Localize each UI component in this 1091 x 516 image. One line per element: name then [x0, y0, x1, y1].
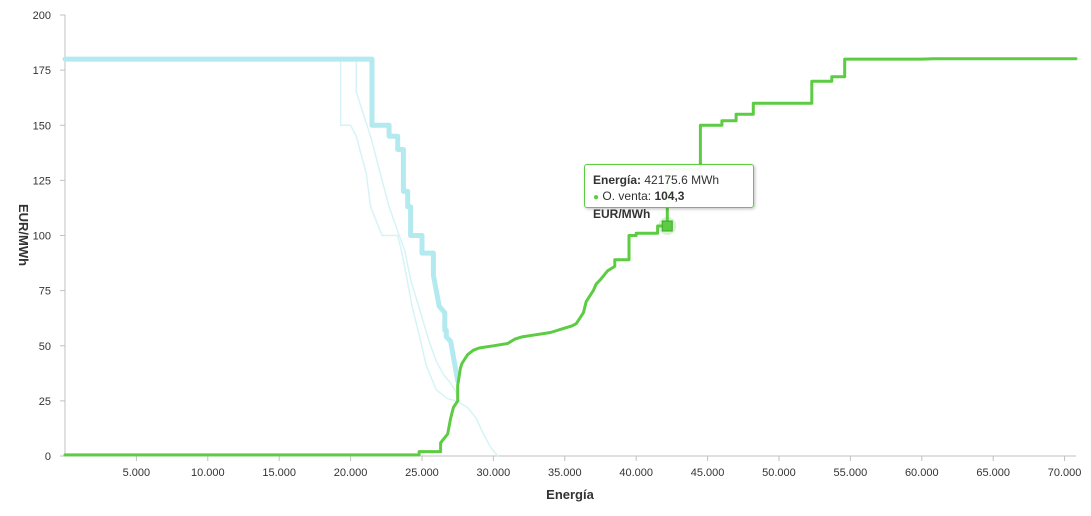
x-tick-label: 20.000	[334, 467, 368, 479]
axes-layer: 0 25 50 75 100 125 150 175 200 5.000 10.000 15.000 2…	[33, 10, 1082, 479]
y-tick-label: 175	[33, 65, 51, 77]
tooltip-series-dot-icon: ●	[593, 192, 600, 203]
tooltip-energy-row: Energía: 42175.6 MWh	[593, 172, 745, 188]
x-tick-label: 70.000	[1048, 467, 1082, 479]
x-tick-label: 60.000	[905, 467, 939, 479]
y-tick-label: 0	[45, 451, 51, 463]
series-line-o-venta[interactable]	[63, 57, 1078, 457]
x-tick-label: 30.000	[477, 467, 511, 479]
series-line-o-compra[interactable]	[62, 56, 461, 384]
y-axis-title: EUR/MWh	[16, 204, 31, 266]
x-tick-label: 40.000	[619, 467, 653, 479]
y-tick-label: 150	[33, 120, 51, 132]
y-tick-label: 125	[33, 175, 51, 187]
y-tick-label: 200	[33, 10, 51, 22]
x-tick-label: 45.000	[691, 467, 725, 479]
tooltip-series-value: 104,3 EUR/MWh	[593, 189, 685, 221]
hover-point-marker[interactable]	[661, 220, 673, 232]
tooltip-series-row: ● O. venta: 104,3 EUR/MWh	[593, 188, 745, 222]
x-axis-title: Energía	[546, 487, 594, 502]
series-line-o-compra-3[interactable]	[64, 58, 460, 402]
y-tick-label: 50	[39, 341, 51, 353]
tooltip-energy-value: 42175.6 MWh	[644, 173, 720, 187]
x-tick-label: 10.000	[191, 467, 225, 479]
tooltip-energy-label: Energía:	[593, 173, 642, 187]
series-layer	[62, 56, 1078, 457]
y-tick-label: 25	[39, 396, 51, 408]
x-tick-label: 55.000	[834, 467, 868, 479]
series-line-o-compra-2[interactable]	[64, 58, 499, 457]
marker-layer	[658, 217, 677, 236]
x-tick-label: 15.000	[262, 467, 296, 479]
y-tick-label: 75	[39, 286, 51, 298]
x-tick-label: 65.000	[976, 467, 1010, 479]
chart-tooltip: Energía: 42175.6 MWh ● O. venta: 104,3 E…	[584, 164, 754, 221]
x-tick-label: 25.000	[405, 467, 439, 479]
y-tick-label: 100	[33, 231, 51, 243]
x-tick-label: 50.000	[762, 467, 796, 479]
x-tick-label: 35.000	[548, 467, 582, 479]
tooltip-series-label: O. venta:	[602, 189, 652, 203]
x-tick-label: 5.000	[123, 467, 151, 479]
